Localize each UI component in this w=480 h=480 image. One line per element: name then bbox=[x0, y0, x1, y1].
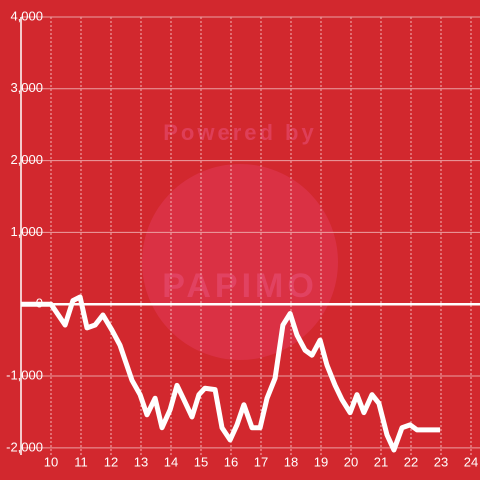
y-tick-label: 3,000 bbox=[10, 80, 43, 95]
x-tick-label: 11 bbox=[74, 454, 88, 469]
x-tick-label: 20 bbox=[344, 454, 358, 469]
data-line bbox=[21, 294, 441, 453]
x-tick-label: 12 bbox=[104, 454, 118, 469]
x-tick-label: 10 bbox=[44, 454, 58, 469]
x-tick-label: 15 bbox=[194, 454, 208, 469]
watermark-circle bbox=[142, 164, 338, 360]
watermark: Powered by bbox=[163, 120, 316, 145]
y-tick-label: 2,000 bbox=[10, 152, 43, 167]
x-tick-label: 18 bbox=[284, 454, 298, 469]
y-tick-label: 4,000 bbox=[10, 8, 43, 23]
y-tick-label: 1,000 bbox=[10, 224, 43, 239]
x-tick-label: 23 bbox=[434, 454, 448, 469]
x-tick-label: 19 bbox=[314, 454, 328, 469]
x-tick-label: 16 bbox=[224, 454, 238, 469]
x-tick-label: 24 bbox=[464, 454, 478, 469]
watermark: PAPIMO bbox=[162, 267, 318, 305]
x-tick-label: 17 bbox=[254, 454, 268, 469]
y-tick-label: -1,000 bbox=[6, 367, 43, 382]
x-tick-label: 21 bbox=[374, 454, 388, 469]
x-tick-label: 14 bbox=[164, 454, 178, 469]
y-tick-label: -2,000 bbox=[6, 439, 43, 454]
x-tick-label: 22 bbox=[404, 454, 418, 469]
x-tick-label: 13 bbox=[134, 454, 148, 469]
